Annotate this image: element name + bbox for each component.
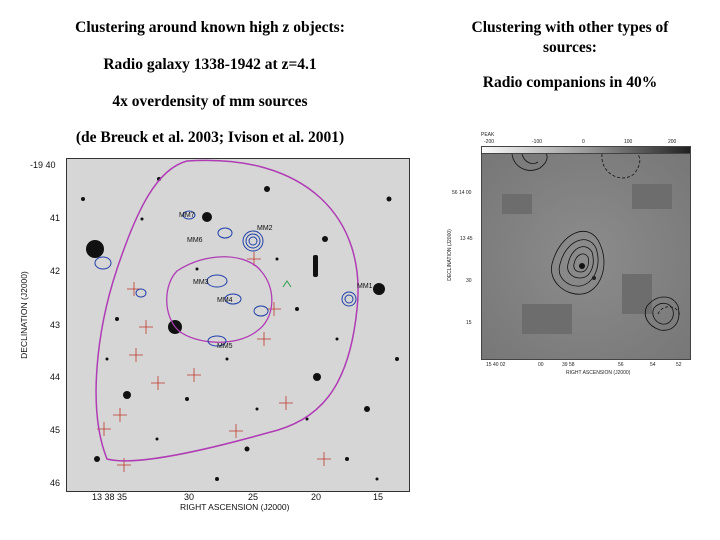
overdensity-line: 4x overdensity of mm sources xyxy=(112,93,308,110)
scale-tick: -200 xyxy=(484,139,495,145)
sky-xlabel: RIGHT ASCENSION (J2000) xyxy=(180,502,290,512)
source-label: MM1 xyxy=(357,283,373,290)
sky-dec-tick: 42 xyxy=(50,266,61,276)
radio-xlabel: RIGHT ASCENSION (J2000) xyxy=(566,370,631,376)
radio-ra-tick: 56 xyxy=(618,362,624,368)
left-heading: Clustering around known high z objects: xyxy=(75,19,345,36)
source-label: MM2 xyxy=(257,225,273,232)
scale-tick: 0 xyxy=(582,139,585,145)
sky-ra-tick: 25 xyxy=(248,492,259,502)
sky-dec-tick: 41 xyxy=(50,213,61,223)
radio-ra-tick: 54 xyxy=(650,362,656,368)
radio-dec-tick: 13 45 xyxy=(460,236,473,242)
right-heading-line1: Clustering with other types of xyxy=(471,19,669,36)
sky-ra-tick: 15 xyxy=(373,492,384,502)
sky-dec-top-label: -19 40 xyxy=(30,160,56,170)
scale-tick: 200 xyxy=(668,139,677,145)
radio-ra-tick: 00 xyxy=(538,362,544,368)
source-label: MM4 xyxy=(217,297,233,304)
sky-ra-tick: 13 38 35 xyxy=(92,492,128,502)
sky-dec-tick: 44 xyxy=(50,372,61,382)
radio-ra-tick: 39 58 xyxy=(562,362,575,368)
object-line: Radio galaxy 1338-1942 at z=4.1 xyxy=(103,56,317,73)
sky-dec-tick: 46 xyxy=(50,478,61,488)
sky-ra-tick: 20 xyxy=(311,492,322,502)
radio-ra-tick: 52 xyxy=(676,362,682,368)
radio-dec-tick: 30 xyxy=(466,278,472,284)
source-label: MM3 xyxy=(193,279,209,286)
sky-ylabel: DECLINATION (J2000) xyxy=(19,271,29,359)
sky-dec-tick: 45 xyxy=(50,425,61,435)
source-label: MM6 xyxy=(187,237,203,244)
radio-dec-tick: 56 14 00 xyxy=(452,190,472,196)
radio-ra-tick: 15 40 02 xyxy=(486,362,506,368)
reference-line: (de Breuck et al. 2003; Ivison et al. 20… xyxy=(75,129,345,146)
companions-line: Radio companions in 40% xyxy=(482,74,658,91)
radio-map-image xyxy=(481,153,691,360)
radio-ylabel: DECLINATION (J2000) xyxy=(447,229,453,281)
source-label: MM7 xyxy=(179,212,195,219)
source-label: MM5 xyxy=(217,343,233,350)
sky-map-image: MM7 MM2 MM6 MM3 MM4 MM1 MM5 xyxy=(66,158,410,492)
scale-tick: -100 xyxy=(532,139,543,145)
sky-dec-tick: 43 xyxy=(50,320,61,330)
scale-unit: PEAK xyxy=(481,132,495,138)
sky-ra-tick: 30 xyxy=(184,492,195,502)
radio-dec-tick: 15 xyxy=(466,320,472,326)
right-heading-line2: sources: xyxy=(543,39,597,56)
scale-tick: 100 xyxy=(624,139,633,145)
